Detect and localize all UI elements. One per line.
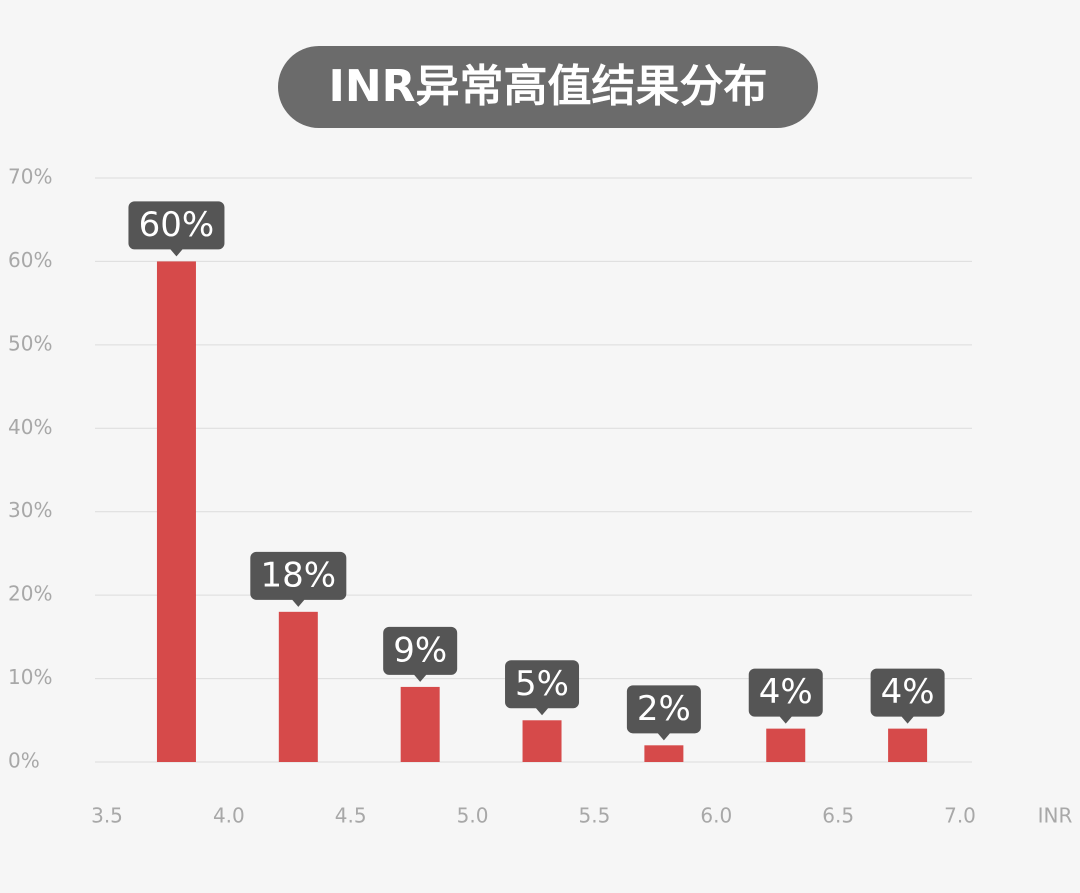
y-tick-label: 40% — [8, 415, 52, 439]
value-label-box — [626, 685, 701, 741]
value-label: 5% — [515, 664, 569, 704]
value-label: 60% — [139, 205, 215, 245]
bar — [766, 728, 806, 762]
bar — [644, 745, 684, 762]
y-tick-label: 0% — [8, 749, 40, 773]
value-label-box — [505, 660, 580, 716]
value-label-box — [383, 626, 458, 682]
y-tick-label: 30% — [8, 498, 52, 522]
x-tick-label: 5.5 — [579, 804, 611, 828]
value-label: 4% — [881, 672, 935, 712]
y-tick-label: 20% — [8, 582, 52, 606]
x-tick-label: 4.0 — [213, 804, 245, 828]
value-label: 9% — [393, 630, 447, 670]
x-tick-label: 6.5 — [822, 804, 854, 828]
x-tick-label: 3.5 — [91, 804, 123, 828]
bar — [156, 261, 196, 762]
bar — [400, 686, 440, 762]
x-tick-label: 6.0 — [700, 804, 732, 828]
bar — [278, 611, 318, 762]
x-axis-label: INR — [1038, 804, 1073, 828]
x-tick-label: 7.0 — [944, 804, 976, 828]
y-tick-label: 60% — [8, 248, 52, 272]
title-pill — [278, 46, 818, 128]
y-tick-label: 70% — [8, 165, 52, 189]
value-label-box — [748, 668, 823, 724]
value-label-box — [870, 668, 945, 724]
value-label: 2% — [637, 689, 691, 729]
bar — [522, 720, 562, 762]
chart-title: INR异常高值结果分布 — [328, 61, 767, 112]
y-tick-label: 10% — [8, 665, 52, 689]
value-label: 4% — [759, 672, 813, 712]
y-tick-label: 50% — [8, 331, 52, 355]
value-label: 18% — [261, 555, 337, 595]
value-label-box — [128, 201, 225, 257]
value-label-box — [250, 551, 347, 607]
bar — [888, 728, 928, 762]
x-tick-label: 5.0 — [457, 804, 489, 828]
x-tick-label: 4.5 — [335, 804, 367, 828]
